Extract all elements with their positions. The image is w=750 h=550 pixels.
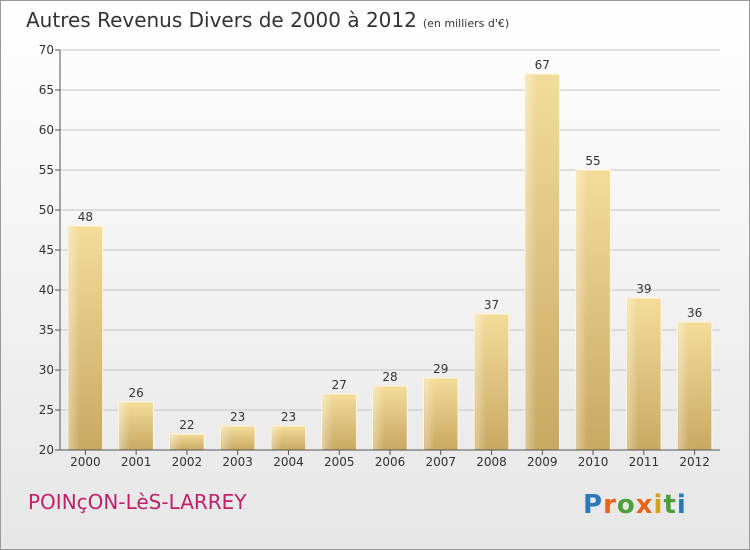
proxiti-logo: Proxiti	[583, 490, 687, 520]
data-label: 29	[433, 362, 448, 376]
bar-highlight	[119, 403, 131, 449]
bar-highlight	[424, 379, 435, 449]
data-label: 23	[281, 410, 296, 424]
axes	[59, 50, 720, 451]
bars	[67, 73, 713, 451]
bar-highlight	[272, 427, 283, 449]
logo-letter: i	[653, 490, 664, 520]
y-tick-label: 35	[39, 323, 54, 337]
y-tick-label: 65	[39, 83, 54, 97]
data-label: 26	[129, 386, 144, 400]
y-tick-labels: 20 25 30 35 40 45 50 55 60 65 70	[39, 43, 54, 457]
x-tick-label: 2012	[679, 455, 710, 469]
data-label: 67	[535, 58, 550, 72]
x-tick-label: 2000	[70, 455, 101, 469]
x-tick-label: 2003	[222, 455, 253, 469]
data-label: 37	[484, 298, 499, 312]
bar-highlight	[373, 387, 385, 449]
x-tick-label: 2004	[273, 455, 304, 469]
bar-highlight	[627, 299, 638, 449]
y-tick-label: 45	[39, 243, 54, 257]
data-label: 27	[332, 378, 347, 392]
x-tick-labels: 2000 2001 2002 2003 2004 2005 2006 2007 2008 2009…	[70, 455, 710, 469]
title-text: Autres Revenus Divers de 2000 à 2012	[26, 8, 417, 32]
data-label: 39	[636, 282, 651, 296]
logo-letter: P	[583, 490, 604, 520]
y-tick-label: 55	[39, 163, 54, 177]
data-label: 48	[78, 210, 93, 224]
data-label: 23	[230, 410, 245, 424]
bar-highlight	[69, 227, 80, 449]
y-tick-label: 25	[39, 403, 54, 417]
logo-letter: r	[603, 490, 617, 520]
x-tick-label: 2011	[629, 455, 660, 469]
data-label: 28	[382, 370, 397, 384]
data-label: 22	[179, 418, 194, 432]
bar-highlight	[170, 435, 182, 449]
bar-highlight	[526, 75, 537, 449]
x-tick-label: 2001	[121, 455, 152, 469]
x-tick-label: 2006	[375, 455, 406, 469]
logo-letter: t	[663, 490, 677, 520]
x-tick-label: 2007	[425, 455, 456, 469]
y-tick-label: 30	[39, 363, 54, 377]
bar-highlight	[475, 315, 486, 449]
x-tick-label: 2008	[476, 455, 507, 469]
y-tick-label: 70	[39, 43, 54, 57]
data-labels: 48 26 22 23 23 27 28 29 37 67 55 39 36	[78, 58, 703, 432]
bar-highlight	[221, 427, 232, 449]
bar-highlight	[322, 395, 334, 449]
y-tick-label: 50	[39, 203, 54, 217]
x-tick-label: 2009	[527, 455, 558, 469]
x-tick-label: 2010	[578, 455, 609, 469]
y-tick-label: 20	[39, 443, 54, 457]
y-tick-label: 40	[39, 283, 54, 297]
logo-letter: o	[616, 490, 636, 520]
x-tick-label: 2002	[172, 455, 203, 469]
data-label: 55	[585, 154, 600, 168]
logo-letter: x	[635, 490, 654, 520]
x-tick-label: 2005	[324, 455, 355, 469]
data-label: 36	[687, 306, 702, 320]
commune-name: POINçON-LèS-LARREY	[28, 490, 247, 514]
title-subtitle: (en milliers d'€)	[422, 17, 510, 30]
bar-highlight	[576, 171, 588, 449]
logo-letter: i	[676, 490, 687, 520]
chart-title: Autres Revenus Divers de 2000 à 2012 (en …	[26, 8, 509, 32]
y-tick-label: 60	[39, 123, 54, 137]
bar-highlight	[678, 323, 689, 449]
